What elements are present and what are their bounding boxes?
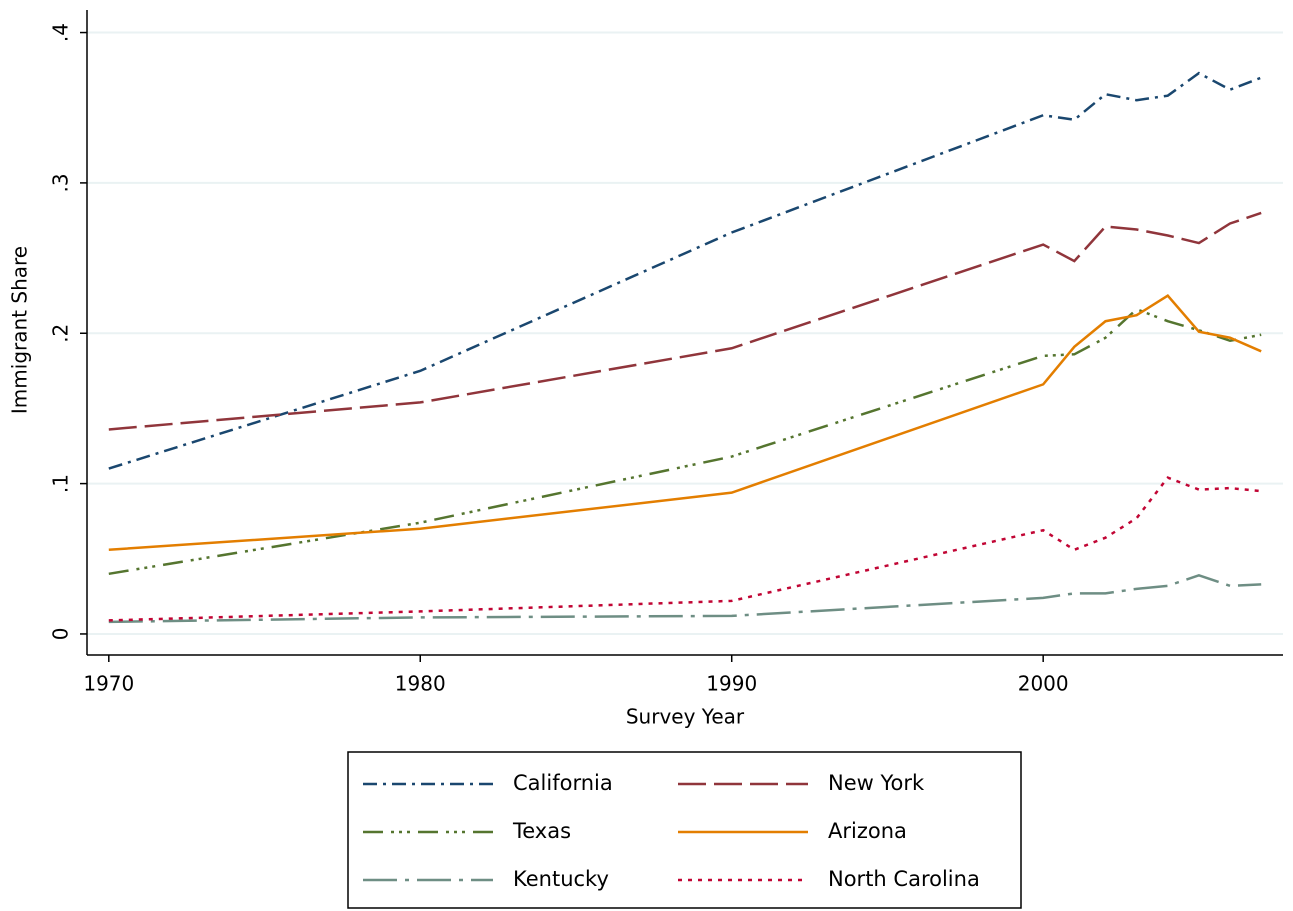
x-tick-label: 1970 xyxy=(83,672,134,696)
line-series xyxy=(108,307,1262,576)
line-series xyxy=(108,573,1262,624)
x-tick-label: 1990 xyxy=(706,672,757,696)
line-series xyxy=(108,476,1262,622)
x-tick-label: 1980 xyxy=(395,672,446,696)
legend-label: Arizona xyxy=(828,819,907,843)
y-tick-label: 0 xyxy=(49,628,73,641)
line-series xyxy=(108,71,1262,470)
y-tick-label: .4 xyxy=(49,23,73,42)
x-axis-title: Survey Year xyxy=(626,705,745,729)
legend-box xyxy=(347,751,1022,909)
legend-label: New York xyxy=(828,771,925,795)
legend-label: North Carolina xyxy=(828,867,980,891)
legend-label: Texas xyxy=(512,819,571,843)
x-tick-label: 2000 xyxy=(1018,672,1069,696)
legend-label: California xyxy=(513,771,613,795)
y-axis-title: Immigrant Share xyxy=(8,246,32,414)
y-tick-label: .3 xyxy=(49,173,73,192)
line-series xyxy=(108,211,1262,431)
line-series xyxy=(108,294,1262,552)
legend-label: Kentucky xyxy=(513,867,609,891)
y-tick-label: .2 xyxy=(49,324,73,343)
y-tick-label: .1 xyxy=(49,474,73,493)
